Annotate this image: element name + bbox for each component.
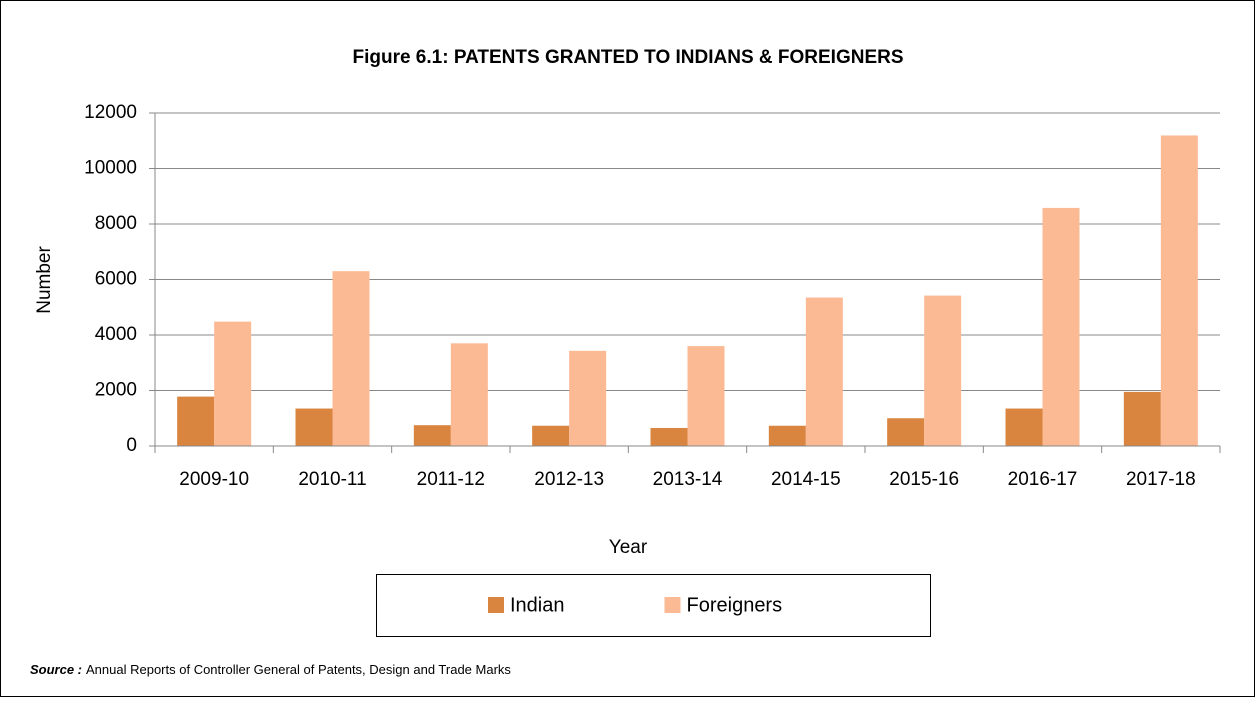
x-tick-label: 2017-18 bbox=[1126, 469, 1196, 490]
y-tick-label: 0 bbox=[126, 435, 137, 456]
legend-box bbox=[376, 574, 931, 637]
x-tick-label: 2015-16 bbox=[889, 469, 959, 490]
y-tick-label: 4000 bbox=[95, 324, 137, 345]
bar bbox=[687, 346, 725, 446]
bar bbox=[887, 418, 925, 446]
y-tick-label: 6000 bbox=[95, 269, 137, 290]
source-label: Source : bbox=[30, 662, 82, 677]
y-tick-label: 8000 bbox=[95, 213, 137, 234]
x-tick-label: 2010-11 bbox=[298, 469, 366, 490]
bar bbox=[1123, 391, 1161, 446]
bar bbox=[1042, 207, 1080, 446]
legend-swatch bbox=[488, 597, 504, 613]
x-tick-label: 2009-10 bbox=[179, 469, 249, 490]
x-tick-label: 2011-12 bbox=[417, 469, 485, 490]
bar bbox=[532, 425, 570, 446]
x-tick-label: 2013-14 bbox=[653, 469, 723, 490]
x-tick-label: 2014-15 bbox=[771, 469, 841, 490]
y-tick-label: 12000 bbox=[84, 102, 137, 123]
bar bbox=[295, 408, 333, 446]
x-axis-label: Year bbox=[609, 537, 648, 558]
bar bbox=[450, 343, 488, 446]
bar bbox=[569, 350, 607, 446]
x-tick-label: 2012-13 bbox=[534, 469, 604, 490]
bar bbox=[177, 396, 215, 446]
bar bbox=[332, 271, 370, 446]
chart-title: Figure 6.1: PATENTS GRANTED TO INDIANS &… bbox=[352, 47, 903, 68]
y-tick-label: 2000 bbox=[95, 380, 137, 401]
x-tick-label: 2016-17 bbox=[1008, 469, 1078, 490]
bar bbox=[1005, 408, 1043, 446]
bar bbox=[1160, 135, 1198, 447]
legend-label: Indian bbox=[510, 594, 565, 616]
legend-label: Foreigners bbox=[687, 594, 783, 616]
bar bbox=[214, 321, 252, 446]
bar bbox=[768, 425, 806, 446]
bar bbox=[924, 295, 962, 446]
source-text: Annual Reports of Controller General of … bbox=[86, 662, 511, 677]
source: Source : Annual Reports of Controller Gen… bbox=[30, 662, 511, 677]
bar bbox=[413, 425, 451, 446]
y-tick-label: 10000 bbox=[84, 158, 137, 179]
legend-swatch bbox=[664, 597, 681, 613]
y-axis-label: Number bbox=[34, 246, 55, 314]
bar bbox=[650, 427, 688, 446]
bar bbox=[805, 297, 843, 446]
